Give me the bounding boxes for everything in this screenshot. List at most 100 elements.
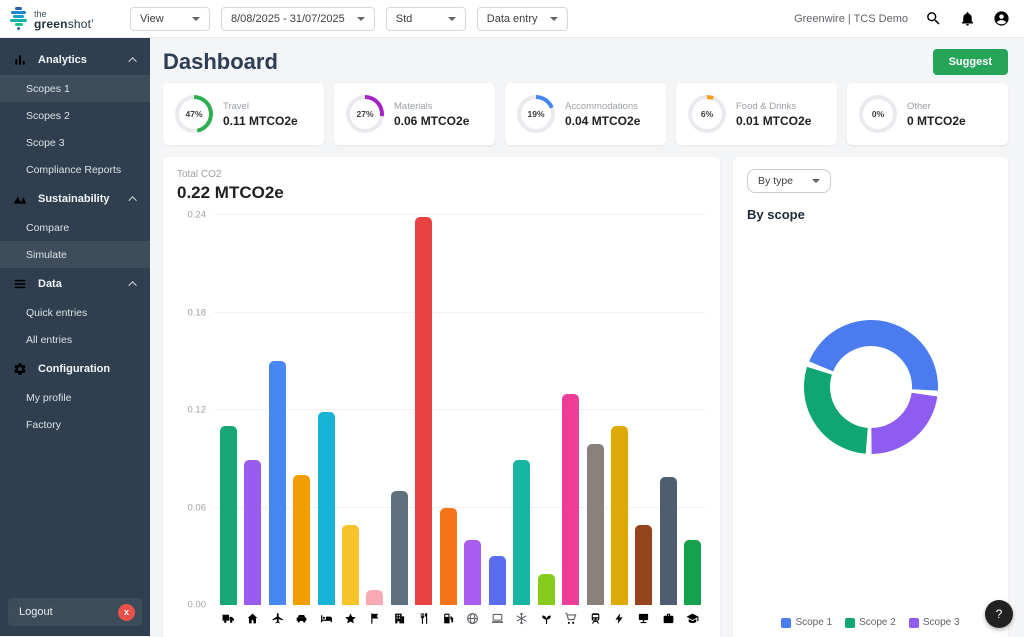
bar-flag[interactable]	[366, 590, 384, 605]
notifications-icon[interactable]	[959, 10, 976, 27]
donut-legend: Scope 1 Scope 2 Scope 3	[733, 617, 1008, 628]
kpi-progress-ring: 6%	[688, 95, 726, 133]
bar-column	[656, 215, 680, 605]
scope-donut-chart[interactable]	[796, 312, 946, 462]
bar-truck[interactable]	[219, 426, 237, 605]
bar-airplane[interactable]	[268, 361, 286, 605]
kpi-cards-row: 47% Travel 0.11 MTCO2e 27% Materials 0.0…	[163, 83, 1008, 145]
help-button[interactable]: ?	[985, 600, 1013, 628]
donut-segment-scope-2[interactable]	[803, 366, 868, 454]
kpi-percent: 19%	[527, 109, 545, 119]
bar-star[interactable]	[341, 525, 359, 605]
sidebar-item-scopes-1[interactable]: Scopes 1	[0, 75, 150, 102]
kpi-percent: 6%	[700, 109, 714, 119]
sidebar-section-label: Analytics	[38, 53, 87, 66]
bar-column	[412, 215, 436, 605]
kpi-label: Travel	[223, 100, 250, 112]
sidebar-item-scope-3[interactable]: Scope 3	[26, 136, 65, 149]
bar-globe[interactable]	[464, 540, 482, 605]
donut-segment-scope-3[interactable]	[870, 392, 937, 454]
y-axis: 0.00 0.06 0.12 0.18 0.24	[177, 210, 215, 611]
sidebar-section-label: Data	[38, 277, 62, 290]
chevron-down-icon	[447, 16, 456, 21]
list-icon	[13, 277, 27, 291]
x-axis-category-icons	[215, 605, 706, 625]
train-icon	[589, 612, 602, 625]
sidebar-item-all-entries[interactable]: All entries	[26, 333, 73, 346]
sidebar-section-label: Configuration	[38, 362, 111, 375]
sidebar-item-factory[interactable]: Factory	[26, 418, 62, 431]
top-bar: the greenshot’ View 8/08/2025 - 31/07/20…	[0, 0, 1024, 38]
legend-swatch	[908, 617, 919, 628]
bar-shopping-cart[interactable]	[562, 393, 580, 605]
bar-briefcase[interactable]	[659, 476, 677, 605]
legend-item: Scope 2	[845, 617, 896, 628]
bar-home[interactable]	[244, 460, 262, 605]
kpi-percent: 0%	[871, 109, 885, 119]
sidebar-section-label: Sustainability	[38, 192, 110, 205]
logout-button[interactable]: Logout x	[8, 598, 142, 626]
main-content: Dashboard Suggest 47% Travel 0.11 MTCO2e…	[150, 38, 1024, 637]
bar-column	[534, 215, 558, 605]
bar-restaurant[interactable]	[415, 216, 433, 605]
legend-item: Scope 3	[908, 617, 960, 628]
chevron-up-icon	[128, 195, 137, 205]
shopping-cart-icon	[564, 612, 577, 625]
app-logo[interactable]: the greenshot’	[10, 7, 122, 30]
sidebar-section-header[interactable]: Analytics	[0, 44, 150, 75]
donut-segment-scope-1[interactable]	[808, 320, 938, 391]
sidebar-item-compliance-reports[interactable]: Compliance Reports	[26, 163, 122, 176]
office-building-icon	[393, 612, 406, 625]
account-icon[interactable]	[993, 10, 1010, 27]
bar-plot-area	[215, 214, 706, 605]
sidebar-item-quick-entries[interactable]: Quick entries	[26, 306, 88, 319]
sidebar-item-simulate[interactable]: Simulate	[0, 241, 150, 268]
bar-laptop[interactable]	[488, 556, 506, 605]
topbar-dropdown[interactable]: Std	[385, 6, 466, 31]
bar-pos-terminal[interactable]	[635, 525, 653, 605]
kpi-progress-ring: 27%	[346, 95, 384, 133]
bar-plant[interactable]	[537, 574, 555, 605]
logout-x-icon: x	[118, 603, 135, 621]
kpi-card: 27% Materials 0.06 MTCO2e	[334, 83, 495, 145]
chevron-down-icon	[192, 16, 200, 21]
gridline	[215, 214, 706, 215]
bar-graduation-cap[interactable]	[684, 540, 702, 605]
y-axis-tick-label: 0.00	[187, 599, 207, 611]
y-axis-tick-label: 0.12	[187, 404, 207, 416]
home-icon	[246, 612, 259, 625]
bar-lightning-bolt[interactable]	[610, 426, 628, 605]
bar-train[interactable]	[586, 444, 604, 605]
chart-total-value: 0.22 MTCO2e	[177, 183, 284, 202]
kpi-value: 0.04 MTCO2e	[565, 113, 641, 128]
topbar-dropdown[interactable]: Data entry	[476, 6, 568, 31]
bar-column	[363, 215, 387, 605]
bar-car[interactable]	[293, 475, 311, 605]
sidebar: Analytics Scopes 1 Scopes 2 Scope 3 Complia…	[0, 38, 150, 636]
dropdown-label: 8/08/2025 - 31/07/2025	[231, 12, 345, 25]
sidebar-item-scopes-2[interactable]: Scopes 2	[26, 109, 70, 122]
suggest-button[interactable]: Suggest	[932, 49, 1008, 75]
y-axis-tick-label: 0.24	[187, 209, 207, 221]
search-icon[interactable]	[925, 10, 942, 27]
sidebar-section-header[interactable]: Data	[0, 268, 150, 299]
sidebar-item-my-profile[interactable]: My profile	[26, 391, 72, 404]
sidebar-section-header[interactable]: Sustainability	[0, 183, 150, 214]
topbar-dropdown[interactable]: View	[130, 6, 210, 31]
topbar-dropdown[interactable]: 8/08/2025 - 31/07/2025	[221, 6, 375, 31]
chevron-up-icon	[128, 280, 137, 290]
by-type-dropdown[interactable]: By type	[747, 169, 831, 193]
bar-column	[387, 215, 411, 605]
bar-hotel[interactable]	[317, 411, 335, 605]
bar-office-building[interactable]	[390, 491, 408, 605]
gridline	[215, 409, 706, 410]
bar-column	[509, 215, 533, 605]
legend-label: Scope 3	[922, 617, 960, 628]
laptop-icon	[491, 612, 504, 625]
fuel-pump-icon	[442, 612, 455, 625]
sidebar-section-header[interactable]: Configuration	[0, 353, 150, 384]
bar-snowflake[interactable]	[513, 460, 531, 605]
sidebar-item-compare[interactable]: Compare	[26, 221, 70, 234]
kpi-label: Accommodations	[565, 100, 638, 112]
bar-fuel-pump[interactable]	[439, 507, 457, 605]
